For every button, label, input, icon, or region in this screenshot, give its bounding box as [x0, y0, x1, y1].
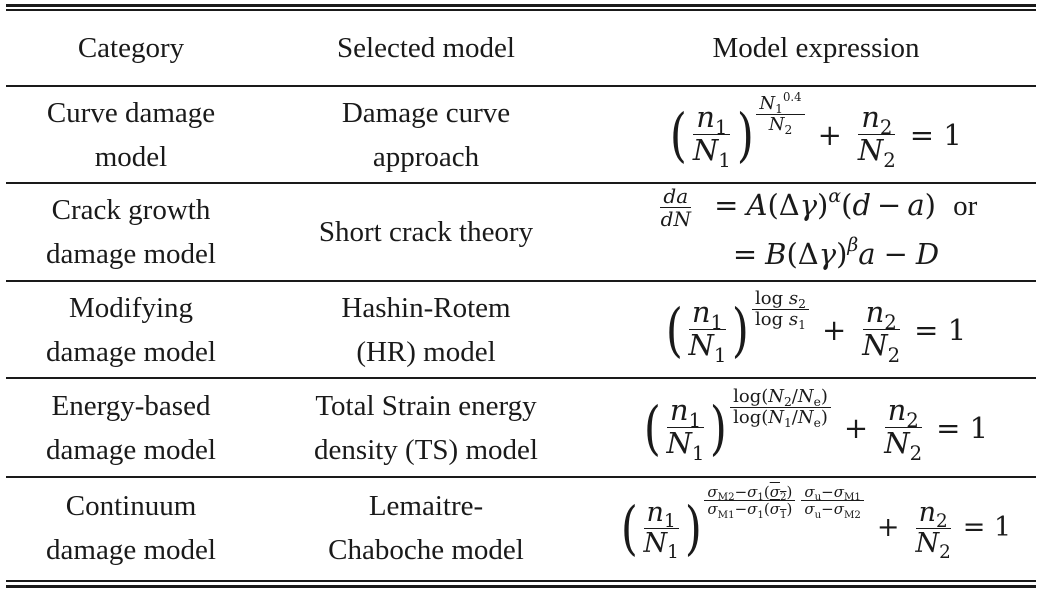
row5-expression: ( n1 N1 ) σM2−σ1(σ2) σM1−σ1(σ1) σu−σM1 σu−σ…: [596, 478, 1036, 578]
damage-curve-formula: ( n1 N1 ) N10.4 N2 + n2 N2 = 1: [670, 89, 962, 172]
row1-expression: ( n1 N1 ) N10.4 N2 + n2 N2 = 1: [596, 87, 1036, 182]
header-category: Category: [77, 32, 185, 64]
row2-expression: da dN = A(Δγ)α(d − a) or = B(Δγ)βa − D: [596, 184, 1036, 280]
strain-energy-formula: ( n1 N1 ) log(N2/Ne) log(N1/Ne) + n2 N2 = 1: [643, 386, 989, 465]
header-model-expression: Model expression: [712, 32, 920, 64]
row3-category: Modifying damage model: [46, 291, 216, 368]
header-rule: [6, 85, 1036, 87]
row-rule-1: [6, 182, 1036, 184]
row-rule-3: [6, 377, 1036, 379]
row5-model: Lemaitre- Chaboche model: [328, 490, 524, 566]
lemaitre-chaboche-formula: ( n1 N1 ) σM2−σ1(σ2) σM1−σ1(σ1) σu−σM1 σu−σ…: [620, 482, 1012, 563]
header-selected-model: Selected model: [337, 32, 515, 64]
short-crack-formula-line1: da dN = A(Δγ)α(d − a) or: [660, 183, 978, 231]
table-bottom-rule: [6, 585, 1036, 588]
short-crack-formula-line2: = B(Δγ)βa − D: [732, 234, 940, 271]
row-rule-4: [6, 476, 1036, 478]
row-rule-2: [6, 280, 1036, 282]
row4-model: Total Strain energy density (TS) model: [314, 389, 538, 466]
row3-expression: ( n1 N1 ) log s2 log s1 + n2 N2 = 1: [596, 282, 1036, 377]
table-bottom-rule-inner: [6, 580, 1036, 582]
row4-expression: ( n1 N1 ) log(N2/Ne) log(N1/Ne) + n2 N2 = 1: [596, 379, 1036, 476]
row2-category: Crack growth damage model: [46, 194, 216, 270]
row1-model: Damage curve approach: [341, 96, 511, 173]
row1-category: Curve damage model: [46, 96, 216, 173]
hashin-rotem-formula: ( n1 N1 ) log s2 log s1 + n2 N2 = 1: [665, 288, 967, 367]
row3-model: Hashin-Rotem (HR) model: [341, 291, 511, 368]
row5-category: Continuum damage model: [46, 490, 216, 566]
table-top-rule-inner: [6, 9, 1036, 11]
row4-category: Energy-based damage model: [46, 389, 216, 466]
table-top-rule: [6, 4, 1036, 7]
row2-model: Short crack theory: [318, 216, 534, 248]
